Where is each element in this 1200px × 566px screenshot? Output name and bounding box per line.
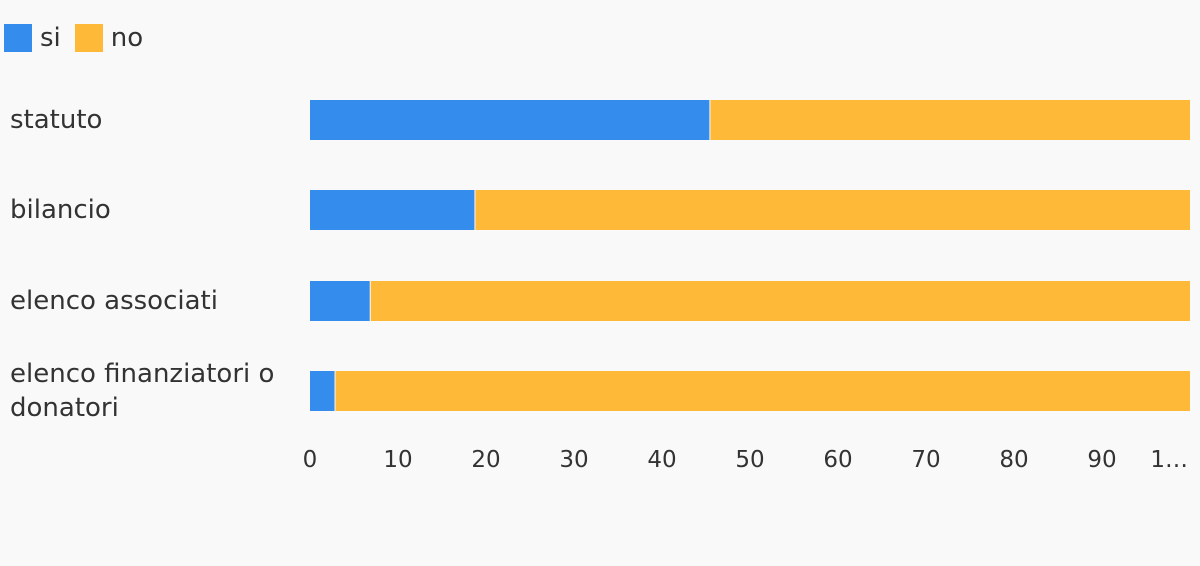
bar-no-statuto[interactable]: [710, 100, 1190, 140]
x-tick-label: 70: [911, 447, 940, 473]
x-tick-label: 10: [383, 447, 412, 473]
bar-no-bilancio[interactable]: [475, 190, 1190, 230]
x-tick-label: 90: [1087, 447, 1116, 473]
legend-item-si[interactable]: si: [4, 24, 61, 52]
bar-si-elenco-associati[interactable]: [310, 281, 370, 321]
category-label-bilancio: bilancio: [10, 195, 111, 225]
legend-swatch-no: [74, 24, 103, 52]
x-tick-label: 20: [471, 447, 500, 473]
x-tick-label: 60: [823, 447, 852, 473]
legend-label-no: no: [110, 23, 144, 53]
chart-legend: si no: [4, 24, 157, 52]
x-tick-label: 30: [559, 447, 588, 473]
category-label-elenco-associati: elenco associati: [10, 286, 218, 316]
x-tick-label: 40: [647, 447, 676, 473]
x-tick-label: 80: [999, 447, 1028, 473]
x-tick-label: 0: [303, 447, 318, 473]
bar-no-elenco-finanziatori-o-donatori[interactable]: [335, 371, 1190, 411]
bar-si-statuto[interactable]: [310, 100, 710, 140]
category-label-elenco-finanziatori: elenco finanziatori o donatori: [10, 359, 275, 423]
legend-item-no[interactable]: no: [74, 23, 144, 53]
bar-no-elenco-associati[interactable]: [370, 281, 1191, 321]
legend-swatch-si: [4, 24, 32, 52]
x-tick-label: 1…: [1150, 447, 1188, 473]
x-axis-ticks: 0 10 20 30 40 50 60 70 80 90 1…: [303, 447, 1188, 473]
category-label-statuto: statuto: [10, 105, 103, 135]
bars-group: [310, 100, 1191, 411]
x-tick-label: 50: [735, 447, 764, 473]
bar-si-elenco-finanziatori-o-donatori[interactable]: [310, 371, 335, 411]
bar-si-bilancio[interactable]: [310, 190, 475, 230]
legend-label-si: si: [40, 23, 61, 53]
